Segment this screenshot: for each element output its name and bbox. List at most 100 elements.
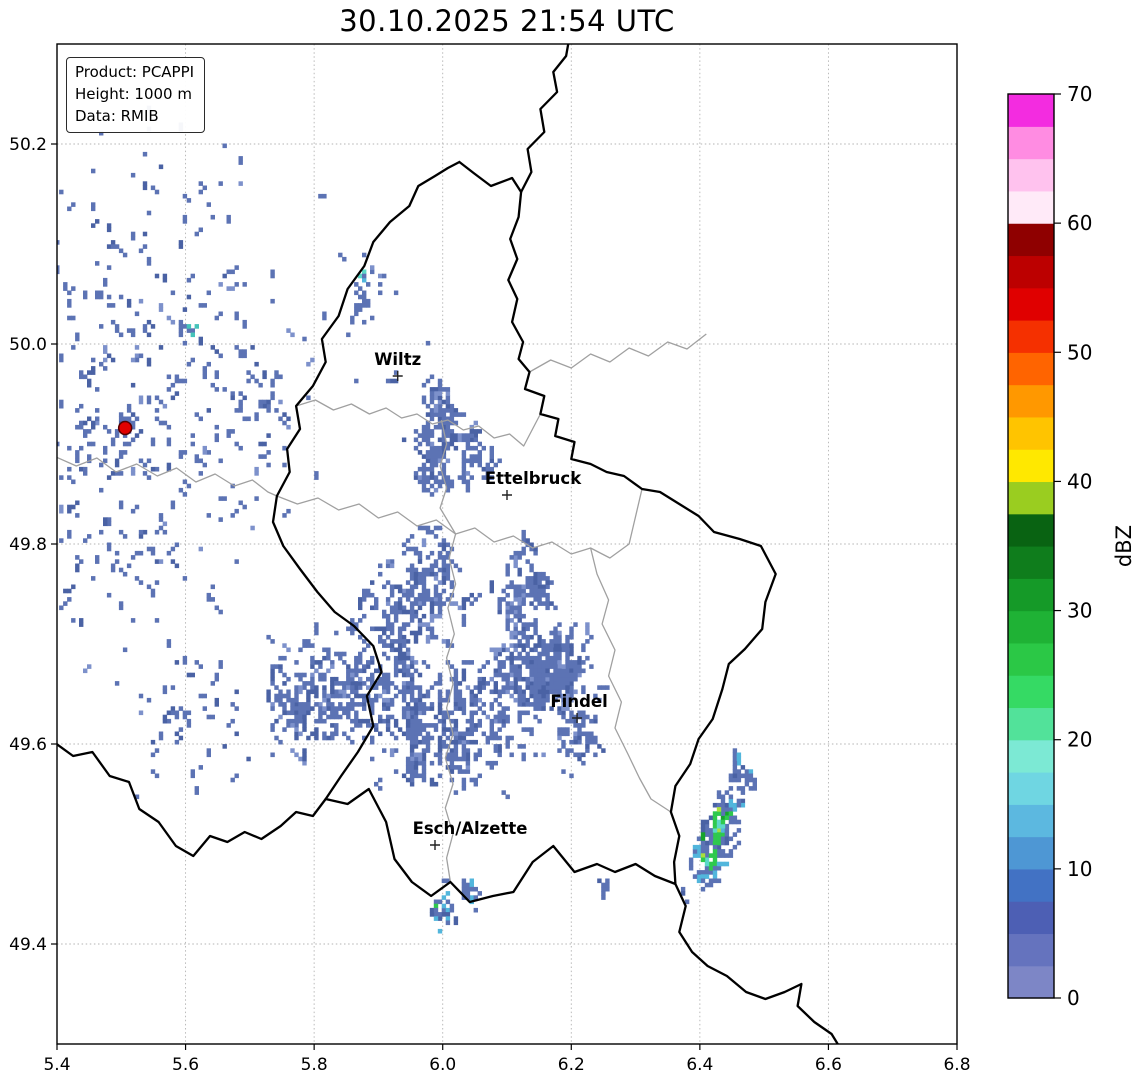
echo-cell — [449, 907, 455, 913]
echo-cell — [421, 710, 427, 716]
colorbar-band — [1008, 707, 1054, 741]
echo-cell — [696, 849, 702, 854]
echo-cell — [417, 601, 423, 606]
echo-cell — [557, 727, 562, 732]
echo-cell — [720, 819, 726, 825]
echo-cell — [505, 718, 510, 724]
echo-cell — [266, 693, 271, 699]
echo-cell — [441, 559, 447, 564]
echo-cell — [461, 710, 467, 716]
echo-cell — [728, 811, 734, 816]
echo-cell — [445, 878, 451, 884]
echo-cell — [581, 714, 586, 720]
echo-cell — [429, 781, 435, 787]
echo-cell — [214, 370, 219, 375]
echo-cell — [441, 744, 447, 749]
echo-cell — [413, 718, 419, 724]
echo-cell — [326, 714, 331, 720]
echo-cell — [274, 697, 279, 703]
echo-cell — [485, 462, 490, 468]
echo-cell — [409, 773, 415, 779]
echo-cell — [529, 546, 534, 552]
echo-cell — [178, 450, 184, 455]
echo-cell — [413, 639, 419, 644]
country-border-path — [271, 160, 777, 904]
echo-cell — [493, 655, 498, 661]
echo-cell — [166, 466, 172, 472]
echo-cell — [330, 664, 335, 669]
regional-border-path — [276, 488, 643, 559]
echo-cell — [342, 693, 347, 699]
echo-cell — [517, 651, 522, 657]
echo-cell — [334, 651, 339, 657]
echo-cell — [106, 353, 112, 359]
echo-cell — [150, 550, 156, 556]
echo-cell — [445, 555, 451, 560]
echo-cell — [445, 429, 451, 434]
echo-cell — [481, 685, 486, 690]
echo-cell — [601, 882, 606, 888]
echo-cell — [497, 668, 502, 674]
echo-cell — [716, 853, 722, 858]
echo-cell — [461, 412, 467, 417]
echo-cell — [401, 706, 407, 711]
colorbar-band — [1008, 223, 1054, 257]
echo-cell — [557, 639, 562, 644]
echo-cell — [282, 727, 287, 732]
echo-cell — [354, 303, 359, 308]
echo-cell — [166, 639, 172, 644]
echo-cell — [581, 668, 586, 674]
echo-cell — [477, 689, 482, 695]
echo-cell — [47, 358, 51, 363]
echo-cell — [421, 706, 427, 711]
echo-cell — [473, 756, 478, 762]
echo-cell — [413, 601, 419, 606]
y-tick-label: 50.0 — [9, 335, 47, 355]
echo-cell — [110, 244, 116, 249]
echo-cell — [270, 676, 275, 682]
echo-cell — [557, 689, 562, 695]
echo-cell — [409, 630, 415, 636]
echo-cell — [210, 382, 215, 388]
echo-cell — [461, 618, 467, 623]
echo-cell — [413, 756, 419, 762]
echo-cell — [704, 849, 710, 854]
echo-cell — [238, 156, 243, 161]
echo-cell — [437, 555, 443, 560]
echo-cell — [378, 693, 383, 699]
echo-cell — [429, 462, 435, 468]
echo-cell — [441, 416, 447, 422]
echo-cell — [413, 714, 419, 720]
echo-cell — [441, 895, 447, 900]
echo-cell — [314, 622, 319, 627]
echo-cell — [429, 571, 435, 577]
echo-cell — [473, 420, 478, 426]
echo-cell — [501, 664, 506, 669]
echo-cell — [421, 660, 427, 665]
echo-cell — [553, 639, 558, 644]
echo-cell — [521, 538, 526, 543]
echo-cell — [533, 752, 538, 758]
echo-cell — [130, 172, 136, 178]
echo-cell — [397, 601, 403, 606]
echo-cell — [106, 303, 112, 308]
echo-cell — [130, 471, 136, 476]
echo-cell — [561, 710, 566, 716]
echo-cell — [302, 672, 307, 678]
echo-cell — [545, 601, 550, 606]
echo-cell — [425, 458, 431, 464]
echo-cell — [302, 723, 307, 728]
echo-cell — [425, 735, 431, 741]
echo-cell — [716, 844, 722, 850]
echo-cell — [601, 895, 606, 900]
echo-cell — [565, 702, 570, 707]
echo-cell — [409, 697, 415, 703]
echo-cell — [130, 235, 136, 241]
echo-cell — [505, 714, 510, 720]
echo-cell — [409, 760, 415, 766]
echo-cell — [461, 450, 467, 455]
echo-cell — [198, 340, 203, 346]
echo-cell — [537, 651, 542, 657]
echo-cell — [485, 660, 490, 665]
echo-cell — [106, 521, 112, 527]
